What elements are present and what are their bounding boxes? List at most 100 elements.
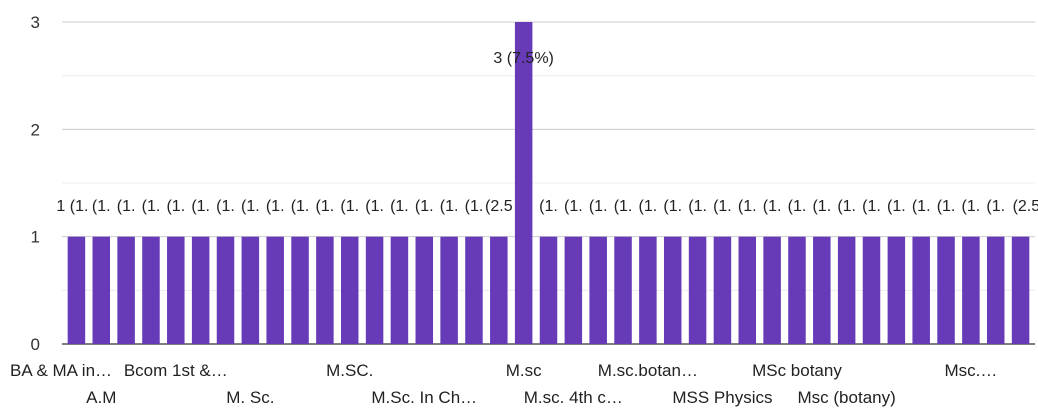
bar xyxy=(713,236,732,344)
bar xyxy=(763,236,781,344)
bar xyxy=(887,236,906,344)
bar xyxy=(117,236,135,344)
bar xyxy=(465,236,483,344)
data-label: (1. xyxy=(862,198,881,215)
data-labels: 1 (1. (1. (1. (1. (1. (1. (1. (1. (1. (1. (1. (1. (1… xyxy=(56,50,1038,215)
y-tick-label: 0 xyxy=(31,335,40,354)
bar xyxy=(191,236,210,344)
bar xyxy=(813,236,831,344)
x-category-label: M.SC. xyxy=(326,361,373,380)
data-label: (1. xyxy=(564,198,583,215)
x-category-label: MSS Physics xyxy=(672,388,772,407)
data-label: (1. xyxy=(937,198,956,215)
bar xyxy=(241,236,260,344)
x-category-label: M. Sc. xyxy=(226,388,274,407)
bar xyxy=(788,236,806,344)
x-category-label: MSc botany xyxy=(752,361,842,380)
data-label: (1. xyxy=(142,198,161,215)
x-category-label: M.Sc. In Ch… xyxy=(371,388,477,407)
bar xyxy=(92,236,111,344)
bar xyxy=(1011,236,1030,344)
data-label: (1. xyxy=(191,198,210,215)
data-label: (1. xyxy=(316,198,335,215)
bar xyxy=(365,236,384,344)
x-category-label: A.M xyxy=(86,388,116,407)
bar xyxy=(490,236,508,344)
data-label: (1. xyxy=(340,198,359,215)
bar xyxy=(962,236,980,344)
bar xyxy=(142,236,160,344)
bar xyxy=(291,236,309,344)
bar xyxy=(639,236,657,344)
data-label: (2.5 xyxy=(1013,198,1038,215)
bar xyxy=(862,236,881,344)
bar xyxy=(986,236,1005,344)
data-label: (1. xyxy=(812,198,831,215)
data-label: 1 (1. xyxy=(56,198,88,215)
data-label: (1. xyxy=(291,198,310,215)
bar xyxy=(167,236,185,344)
bars xyxy=(67,22,1030,344)
data-label: (1. xyxy=(216,198,235,215)
x-category-label: BA & MA in… xyxy=(10,361,112,380)
x-axis-labels: BA & MA in… A.M Bcom 1st &… M. Sc. M.SC. M.Sc… xyxy=(10,361,997,407)
x-category-label: M.sc. 4th c… xyxy=(524,388,623,407)
data-label: (1. xyxy=(639,198,658,215)
data-label: (1. xyxy=(912,198,931,215)
data-label: (1. xyxy=(241,198,260,215)
y-tick-label: 3 xyxy=(31,13,40,32)
bar xyxy=(539,236,558,344)
bar xyxy=(514,22,533,344)
bar xyxy=(340,236,359,344)
bar xyxy=(266,236,284,344)
bar xyxy=(440,236,458,344)
bar xyxy=(589,236,607,344)
data-label: (1. xyxy=(390,198,409,215)
data-label: (1. xyxy=(589,198,608,215)
bar xyxy=(912,236,930,344)
data-label: (2.5 xyxy=(485,198,513,215)
data-label: (1. xyxy=(837,198,856,215)
data-label: (1. xyxy=(92,198,111,215)
bar xyxy=(564,236,583,344)
bar xyxy=(614,236,632,344)
data-label: (1. xyxy=(166,198,185,215)
data-label: (1. xyxy=(663,198,682,215)
data-label: (1. xyxy=(365,198,384,215)
y-tick-label: 1 xyxy=(31,228,40,247)
data-label: (1. xyxy=(986,198,1005,215)
x-category-label: Bcom 1st &… xyxy=(124,361,228,380)
data-label: (1. xyxy=(415,198,434,215)
x-category-label: Msc.… xyxy=(944,361,997,380)
data-label: (1. xyxy=(266,198,285,215)
data-label: (1. xyxy=(713,198,732,215)
data-label: (1. xyxy=(887,198,906,215)
data-label: (1. xyxy=(614,198,633,215)
x-category-label: M.sc xyxy=(506,361,542,380)
bar xyxy=(216,236,235,344)
bar xyxy=(390,236,409,344)
bar xyxy=(738,236,757,344)
data-label: (1. xyxy=(788,198,807,215)
bar xyxy=(688,236,707,344)
bar xyxy=(316,236,334,344)
data-label: 3 (7.5%) xyxy=(493,50,553,67)
bar xyxy=(415,236,434,344)
x-category-label: Msc (botany) xyxy=(798,388,896,407)
y-tick-label: 2 xyxy=(31,120,40,139)
data-label: (1. xyxy=(539,198,558,215)
bar xyxy=(663,236,682,344)
data-label: (1. xyxy=(962,198,981,215)
y-axis-ticks: 0 1 2 3 xyxy=(31,13,40,354)
x-category-label: M.sc.botan… xyxy=(598,361,698,380)
bar xyxy=(837,236,856,344)
data-label: (1. xyxy=(688,198,707,215)
data-label: (1. xyxy=(763,198,782,215)
data-label: (1. xyxy=(465,198,484,215)
data-label: (1. xyxy=(738,198,757,215)
data-label: (1. xyxy=(440,198,459,215)
data-label: (1. xyxy=(117,198,136,215)
bar xyxy=(937,236,955,344)
bar xyxy=(67,236,86,344)
